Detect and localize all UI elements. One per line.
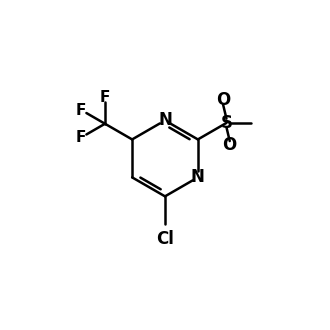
Text: F: F [76,130,86,145]
Text: F: F [76,103,86,118]
Text: O: O [223,136,237,154]
Text: F: F [100,89,110,105]
Text: Cl: Cl [156,230,174,248]
Text: N: N [158,112,172,129]
Text: O: O [216,91,230,110]
Text: S: S [220,114,232,132]
Text: N: N [191,168,205,186]
